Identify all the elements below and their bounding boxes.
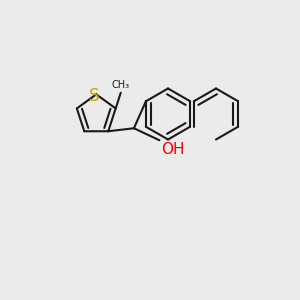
Text: S: S	[88, 87, 99, 105]
Text: CH₃: CH₃	[112, 80, 130, 90]
Text: OH: OH	[161, 142, 184, 157]
